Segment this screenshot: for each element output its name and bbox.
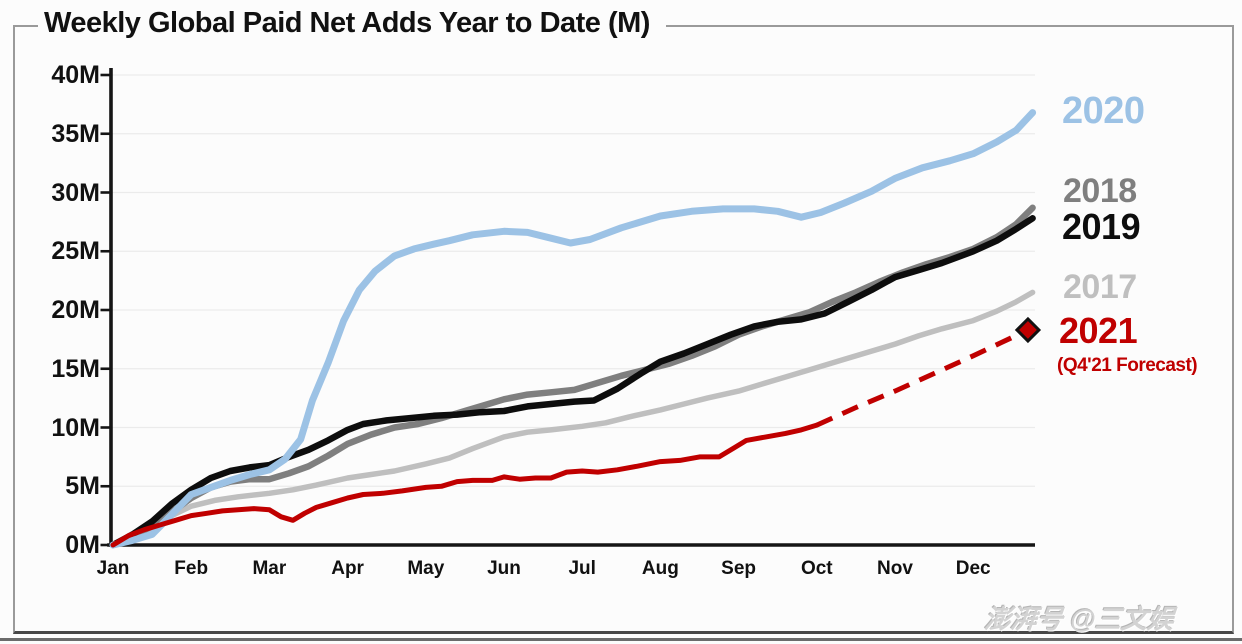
- chart-title: Weekly Global Paid Net Adds Year to Date…: [38, 7, 666, 40]
- x-tick-label: May: [407, 558, 445, 579]
- bottom-edge-line: [0, 638, 1242, 641]
- series-label-2021: 2021: [1059, 310, 1138, 351]
- series-label-2018: 2018: [1063, 172, 1137, 210]
- x-tick-label: Oct: [800, 558, 833, 579]
- series-2018: [109, 204, 1036, 549]
- series-line-2018: [109, 204, 1036, 549]
- gridlines: [111, 74, 1035, 487]
- x-tick-label: Jan: [96, 558, 130, 579]
- x-tick-label: Aug: [641, 558, 679, 579]
- series-label-2019: 2019: [1062, 206, 1141, 247]
- x-tick-label: Jun: [487, 558, 521, 579]
- y-tick-label: 10M: [51, 413, 100, 442]
- y-tick-label: 35M: [51, 119, 100, 148]
- forecast-annotation: (Q4'21 Forecast): [1057, 355, 1198, 376]
- series-2017: [110, 289, 1036, 548]
- x-tick-label: Dec: [955, 558, 991, 579]
- x-tick-label: Jul: [568, 558, 596, 579]
- y-tick-label: 25M: [51, 237, 100, 266]
- series-line-2019: [109, 215, 1036, 549]
- x-tick-label: Apr: [331, 558, 364, 579]
- y-tick-label: 30M: [51, 178, 100, 207]
- forecast-dashed-line-2021: [815, 327, 1029, 428]
- series-2020: [109, 109, 1037, 549]
- y-tick-label: 0M: [65, 531, 100, 559]
- series-2021: [110, 316, 1042, 548]
- x-tick-label: Feb: [174, 558, 209, 579]
- y-tick-label: 5M: [65, 472, 100, 501]
- y-tick-label: 20M: [51, 296, 100, 324]
- forecast-diamond-marker: [1014, 316, 1042, 344]
- x-tick-label: Nov: [877, 558, 913, 579]
- series-2019: [109, 215, 1036, 549]
- watermark-text: 澎湃号 @三文娱: [983, 604, 1175, 634]
- series-label-2020: 2020: [1062, 90, 1145, 132]
- series-label-2017: 2017: [1063, 268, 1137, 306]
- x-tick-label: Sep: [721, 558, 757, 579]
- y-tick-label: 40M: [51, 61, 100, 89]
- y-tick-label: 15M: [51, 354, 100, 383]
- series-line-2017: [110, 289, 1036, 548]
- x-tick-label: Mar: [252, 558, 287, 579]
- series-line-2020: [109, 109, 1037, 549]
- series-line-2021: [110, 422, 820, 548]
